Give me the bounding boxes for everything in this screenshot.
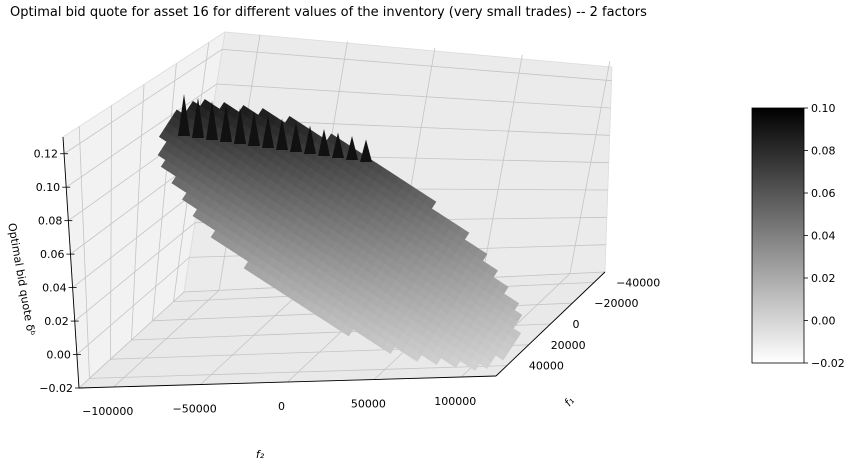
colorbar-tick-label: −0.02	[811, 357, 845, 370]
z-tick-label: 0.04	[42, 282, 67, 295]
surface-spike	[220, 104, 232, 142]
surface-patch	[340, 324, 354, 337]
surface-spike	[192, 97, 204, 138]
surface-patch	[409, 349, 423, 362]
colorbar-tick-label: 0.02	[811, 272, 836, 285]
colorbar-tick-label: 0.06	[811, 187, 836, 200]
colorbar-tick-label: 0.08	[811, 145, 836, 158]
surface-spike	[206, 101, 218, 140]
y-axis-label: f₁	[562, 394, 577, 409]
grid-line	[89, 365, 507, 379]
grid-line	[110, 105, 112, 360]
surface-patch	[382, 341, 396, 355]
colorbar: −0.02 0.00 0.02 0.04 0.06 0.08 0.10	[751, 102, 845, 370]
z-tick-label: 0.10	[36, 181, 61, 194]
y-tick-label: −20000	[594, 297, 638, 310]
x-axis-line	[78, 375, 497, 389]
colorbar-gradient	[751, 107, 805, 364]
grid-line	[569, 61, 611, 274]
x-axis-label: f₂	[256, 448, 265, 461]
surface-spike	[304, 125, 316, 154]
y-tick-label: 40000	[529, 360, 564, 373]
x-tick-label: 100000	[434, 395, 476, 408]
x-tick-labels: −100000 −50000 0 50000 100000	[82, 395, 476, 418]
colorbar-ticks: −0.02 0.00 0.02 0.04 0.06 0.08 0.10	[804, 102, 845, 370]
y-tick-label: 0	[573, 318, 580, 331]
surface-patch	[447, 355, 461, 368]
x-tick-label: −100000	[82, 405, 133, 418]
surface-spike	[332, 132, 344, 158]
z-tick-labels: −0.02 0.00 0.02 0.04 0.06 0.08 0.10 0.12	[34, 148, 83, 395]
grid-line	[131, 84, 145, 341]
colorbar-tick-label: 0.04	[811, 230, 836, 243]
z-tick-label: 0.08	[38, 215, 63, 228]
z-tick-label: 0.02	[44, 315, 69, 328]
grid-line	[63, 48, 612, 155]
surface-spike	[248, 111, 260, 146]
z-tick-label: −0.02	[39, 382, 73, 395]
surface-patch	[428, 352, 442, 365]
grid-line	[78, 126, 90, 379]
y-tick-label: −40000	[616, 276, 660, 289]
y-axis-line	[495, 271, 606, 377]
surface-patch	[479, 356, 492, 370]
surface-patch	[467, 358, 480, 371]
surface-spike	[290, 122, 302, 152]
x-tick-label: −50000	[173, 403, 217, 416]
grid-line	[481, 54, 523, 278]
z-axis-line	[62, 136, 80, 389]
z-tick-label: 0.00	[46, 349, 71, 362]
x-tick-label: 50000	[351, 398, 386, 411]
surface-spike	[276, 118, 288, 150]
surface-patch	[495, 348, 508, 361]
surface-spike	[318, 129, 330, 156]
y-tick-label: 20000	[551, 339, 586, 352]
colorbar-tick-label: 0.10	[811, 102, 836, 115]
colorbar-tick-label: 0.00	[811, 315, 836, 328]
grid-line	[152, 63, 177, 321]
surface-spike	[234, 108, 246, 144]
z-tick-label: 0.12	[34, 148, 59, 161]
surface-spike	[360, 139, 372, 162]
surface-spike	[262, 115, 274, 148]
surface-spike	[346, 136, 358, 160]
surface-plot	[157, 94, 523, 371]
y-tick-labels: 40000 20000 0 −20000 −40000	[529, 276, 660, 372]
z-axis-label: Optimal bid quote δᵇ	[5, 222, 38, 337]
grid-line	[74, 216, 607, 322]
z-tick-label: 0.06	[40, 248, 65, 261]
surface-spike	[178, 94, 190, 136]
chart-title: Optimal bid quote for asset 16 for diffe…	[10, 5, 647, 20]
axis-lines	[62, 136, 606, 389]
x-tick-label: 0	[278, 400, 285, 413]
grid-line	[65, 83, 611, 188]
